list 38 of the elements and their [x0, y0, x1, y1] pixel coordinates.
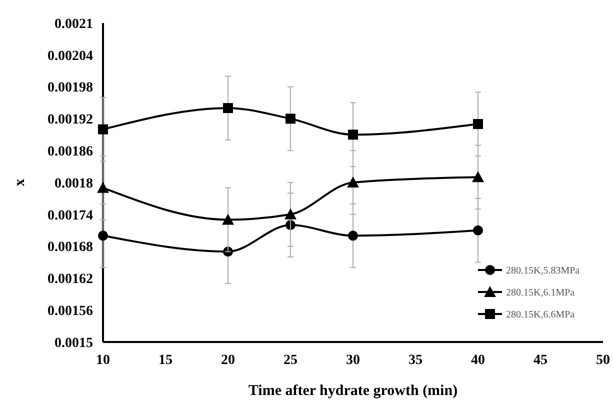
point [286, 114, 296, 124]
point [348, 230, 358, 241]
y-axis-title: x [12, 178, 28, 186]
point [472, 171, 484, 182]
y-tick-label: 0.0015 [54, 336, 93, 351]
x-tick-label: 45 [534, 353, 548, 368]
point [473, 225, 483, 236]
y-tick-label: 0.00186 [48, 144, 93, 160]
y-tick-label: 0.00174 [48, 208, 93, 224]
point [222, 214, 234, 225]
x-tick-label: 40 [471, 353, 485, 368]
legend-label: 280.15K,5.83MPa [506, 266, 580, 276]
point [223, 103, 233, 114]
y-tick-label: 0.00198 [48, 80, 93, 96]
point [97, 182, 109, 193]
x-tick-label: 15 [158, 353, 172, 368]
y-tick-label: 0.0021 [54, 16, 93, 32]
legend-label: 280.15K,6.1MPa [506, 288, 576, 298]
x-axis-title: Time after hydrate growth (min) [248, 383, 458, 399]
point [348, 130, 358, 140]
point [473, 119, 483, 130]
x-tick-label: 10 [96, 353, 110, 368]
legend-label: 280.15K,6.6MPa [506, 310, 576, 320]
y-tick-label: 0.00168 [48, 240, 93, 256]
point [284, 208, 296, 220]
y-tick-label: 0.00192 [48, 112, 93, 128]
x-tick-label: 30 [346, 353, 360, 368]
x-tick-label: 50 [596, 353, 610, 368]
y-tick-label: 0.00162 [48, 272, 93, 288]
x-tick-label: 35 [408, 353, 422, 368]
point [98, 230, 108, 241]
y-tick-label: 0.00204 [48, 48, 93, 64]
x-tick-label: 25 [284, 353, 298, 368]
point [347, 176, 359, 188]
y-tick-label: 0.00156 [48, 304, 93, 319]
y-tick-label: 0.0018 [54, 176, 93, 192]
x-tick-label: 20 [221, 353, 235, 368]
point [98, 124, 108, 134]
